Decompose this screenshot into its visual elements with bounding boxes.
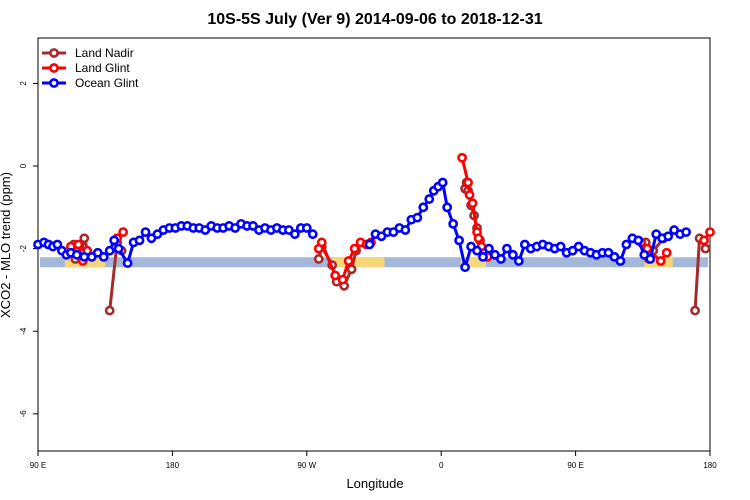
ocean-glint-point — [555, 241, 566, 252]
ocean-glint-point — [645, 254, 656, 264]
ocean-glint-point — [400, 225, 411, 235]
y-tick-label: -6 — [19, 410, 28, 418]
ocean-glint-point — [507, 249, 518, 260]
ocean-glint-point — [633, 235, 644, 246]
legend-item-ocean-glint: Ocean Glint — [42, 76, 139, 90]
legend-label: Land Glint — [75, 61, 130, 75]
land-band-segment — [460, 257, 486, 268]
y-tick-label: 0 — [19, 163, 28, 168]
x-axis: 90 E 180 90 W 0 90 E 180 — [30, 451, 717, 470]
ocean-glint-point — [418, 202, 429, 213]
land-glint-point — [343, 256, 354, 266]
legend-label: Ocean Glint — [75, 76, 139, 90]
ocean-glint-point — [307, 229, 318, 240]
legend-item-land-glint: Land Glint — [42, 61, 130, 75]
legend-item-land-nadir: Land Nadir — [42, 46, 134, 60]
series-land-nadir — [68, 177, 711, 316]
y-axis: 2 0 -2 -4 -6 — [19, 81, 38, 418]
y-tick-label: 2 — [19, 81, 28, 86]
x-tick-label: 180 — [166, 461, 180, 470]
land-glint-point — [467, 198, 478, 209]
land-glint-point — [661, 247, 672, 258]
ocean-glint-point — [442, 202, 453, 213]
ocean-glint-point — [79, 251, 90, 262]
ocean-glint-point — [496, 254, 506, 264]
land-glint-point — [337, 274, 348, 285]
land-glint-point — [457, 152, 468, 163]
ocean-glint-point — [113, 243, 124, 254]
land-nadir-point — [79, 233, 90, 244]
ocean-glint-point — [502, 243, 512, 254]
series-ocean-glint — [33, 177, 692, 273]
land-glint-point — [464, 190, 475, 200]
legend-marker — [49, 48, 59, 58]
ocean-glint-point — [98, 251, 109, 262]
ocean-glint-point — [301, 223, 312, 233]
ocean-glint-point — [122, 258, 133, 268]
land-glint-point — [473, 233, 484, 244]
surface-band — [40, 257, 708, 268]
ocean-glint-point — [681, 227, 692, 238]
land-glint-point — [463, 177, 473, 188]
ocean-glint-point — [289, 229, 300, 240]
ocean-glint-line — [368, 179, 687, 268]
ocean-glint-point — [513, 256, 524, 266]
land-glint-point — [705, 227, 715, 238]
ocean-glint-point — [478, 251, 488, 262]
land-nadir-point — [346, 264, 357, 275]
land-glint-point — [316, 237, 327, 248]
y-axis-label: XCO2 - MLO trend (ppm) — [0, 172, 13, 318]
land-nadir-point — [313, 254, 324, 264]
x-tick-label: 90 E — [30, 461, 46, 470]
land-nadir-point — [690, 305, 700, 316]
chart-title: 10S-5S July (Ver 9) 2014-09-06 to 2018-1… — [207, 11, 542, 28]
ocean-glint-point — [364, 239, 375, 250]
ocean-glint-point — [448, 218, 459, 229]
land-glint-point — [349, 243, 360, 254]
x-tick-label: 0 — [439, 461, 444, 470]
ocean-glint-point — [52, 239, 63, 250]
x-tick-label: 90 E — [567, 461, 583, 470]
land-glint-point — [330, 270, 341, 281]
x-tick-label: 180 — [703, 461, 717, 470]
land-glint-point — [118, 227, 129, 238]
land-glint-point — [699, 235, 709, 246]
ocean-glint-point — [460, 262, 470, 273]
ocean-glint-point — [484, 243, 494, 254]
ocean-glint-point — [109, 235, 120, 246]
x-axis-label: Longitude — [346, 476, 403, 491]
ocean-glint-point — [621, 239, 632, 250]
legend-marker — [49, 78, 59, 88]
land-glint-point — [73, 239, 84, 250]
ocean-glint-point — [71, 249, 82, 260]
legend-marker — [49, 63, 59, 73]
ocean-glint-point — [104, 245, 115, 256]
ocean-glint-point — [437, 177, 448, 188]
legend-label: Land Nadir — [75, 46, 134, 60]
land-glint-point — [655, 256, 666, 266]
ocean-glint-point — [412, 212, 423, 223]
land-nadir-point — [700, 243, 711, 254]
ocean-glint-point — [663, 231, 674, 242]
x-tick-label: 90 W — [297, 461, 316, 470]
y-tick-label: -2 — [19, 245, 28, 253]
land-band-segment — [332, 257, 385, 268]
ocean-glint-point — [472, 245, 482, 256]
ocean-glint-point — [454, 235, 465, 246]
land-nadir-point — [104, 305, 115, 316]
ocean-glint-point — [615, 256, 626, 266]
ocean-glint-point — [140, 227, 151, 238]
ocean-glint-point — [134, 235, 145, 246]
y-tick-label: -4 — [19, 327, 28, 335]
series-layer — [33, 152, 715, 316]
ocean-glint-point — [424, 194, 435, 204]
